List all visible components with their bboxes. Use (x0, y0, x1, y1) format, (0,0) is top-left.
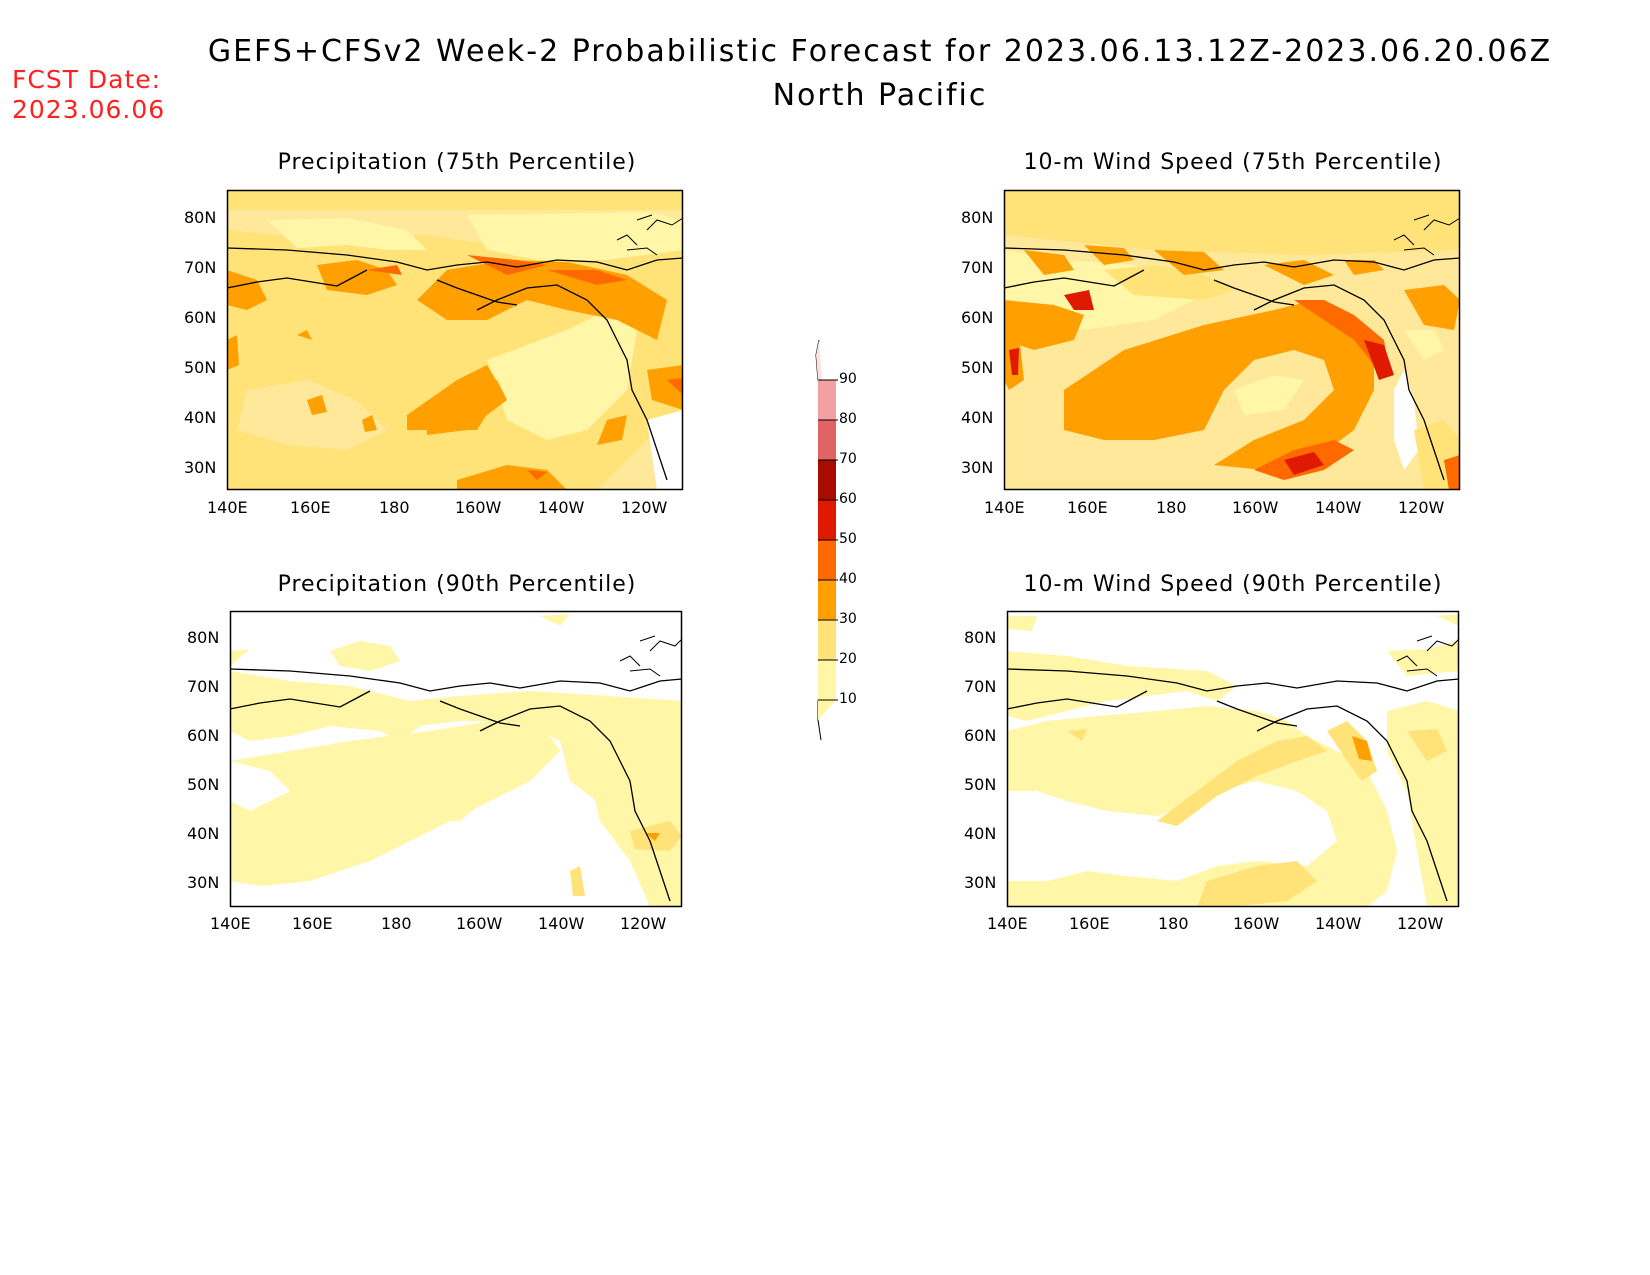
lat-label: 80N (964, 628, 997, 647)
lat-label: 50N (187, 775, 220, 794)
lat-label: 70N (184, 258, 217, 277)
panel-title: Precipitation (75th Percentile) (277, 150, 637, 175)
colorbar-swatch-70 (818, 420, 836, 460)
lon-label: 180 (1156, 498, 1187, 517)
lat-label: 40N (961, 408, 994, 427)
lat-label: 30N (187, 873, 220, 892)
map-wind-90 (1006, 610, 1460, 908)
lat-label: 70N (187, 677, 220, 696)
lon-label: 180 (379, 498, 410, 517)
lat-label: 30N (964, 873, 997, 892)
lat-label: 80N (187, 628, 220, 647)
map-precip-90 (229, 610, 683, 908)
colorbar-label: 50 (839, 531, 857, 547)
colorbar-graphic (815, 339, 838, 741)
panel-title: 10-m Wind Speed (75th Percentile) (1023, 150, 1443, 175)
fcst-date-value: 2023.06.06 (12, 95, 166, 124)
panel-title: Precipitation (90th Percentile) (277, 572, 637, 597)
sub-title: North Pacific (772, 78, 988, 113)
lat-label: 40N (964, 824, 997, 843)
lon-label: 140E (987, 914, 1028, 933)
colorbar-swatch-10 (818, 660, 836, 700)
colorbar-label: 70 (839, 451, 857, 467)
lat-label: 60N (187, 726, 220, 745)
map-precip-75 (226, 189, 684, 491)
lon-label: 140W (538, 498, 585, 517)
lat-label: 30N (184, 458, 217, 477)
lon-label: 140E (210, 914, 251, 933)
colorbar-label: 40 (839, 571, 857, 587)
colorbar-swatch-60 (818, 460, 836, 500)
lon-label: 120W (621, 498, 668, 517)
lat-label: 40N (187, 824, 220, 843)
fcst-date-label: FCST Date: (12, 65, 162, 94)
lat-label: 60N (964, 726, 997, 745)
colorbar-label: 90 (839, 371, 857, 387)
lon-label: 160W (456, 914, 503, 933)
lat-label: 80N (961, 208, 994, 227)
lon-label: 180 (381, 914, 412, 933)
lat-label: 50N (184, 358, 217, 377)
lon-label: 160E (290, 498, 331, 517)
main-title: GEFS+CFSv2 Week-2 Probabilistic Forecast… (207, 34, 1553, 69)
colorbar-swatch-80 (818, 380, 836, 420)
lon-label: 140E (984, 498, 1025, 517)
lon-label: 120W (1397, 914, 1444, 933)
lon-label: 160E (1069, 914, 1110, 933)
lon-label: 160E (1067, 498, 1108, 517)
lon-label: 140W (1315, 498, 1362, 517)
lat-label: 50N (961, 358, 994, 377)
lon-label: 160W (1232, 498, 1279, 517)
colorbar-label: 10 (839, 691, 857, 707)
colorbar-label: 80 (839, 411, 857, 427)
colorbar-label: 30 (839, 611, 857, 627)
colorbar-swatch-20 (818, 620, 836, 660)
lat-label: 80N (184, 208, 217, 227)
lat-label: 60N (961, 308, 994, 327)
lon-label: 140E (207, 498, 248, 517)
lon-label: 160W (455, 498, 502, 517)
colorbar-swatch-40 (818, 540, 836, 580)
colorbar-swatch-30 (818, 580, 836, 620)
lat-label: 60N (184, 308, 217, 327)
lat-label: 70N (964, 677, 997, 696)
lat-label: 40N (184, 408, 217, 427)
lon-label: 120W (620, 914, 667, 933)
lon-label: 140W (538, 914, 585, 933)
colorbar-swatch-50 (818, 500, 836, 540)
lon-label: 160E (292, 914, 333, 933)
lon-label: 140W (1315, 914, 1362, 933)
lat-label: 70N (961, 258, 994, 277)
colorbar-label: 20 (839, 651, 857, 667)
lat-label: 50N (964, 775, 997, 794)
lon-label: 180 (1158, 914, 1189, 933)
lat-label: 30N (961, 458, 994, 477)
lon-label: 120W (1398, 498, 1445, 517)
map-wind-75 (1003, 189, 1461, 491)
colorbar-label: 60 (839, 491, 857, 507)
lon-label: 160W (1233, 914, 1280, 933)
panel-title: 10-m Wind Speed (90th Percentile) (1023, 572, 1443, 597)
